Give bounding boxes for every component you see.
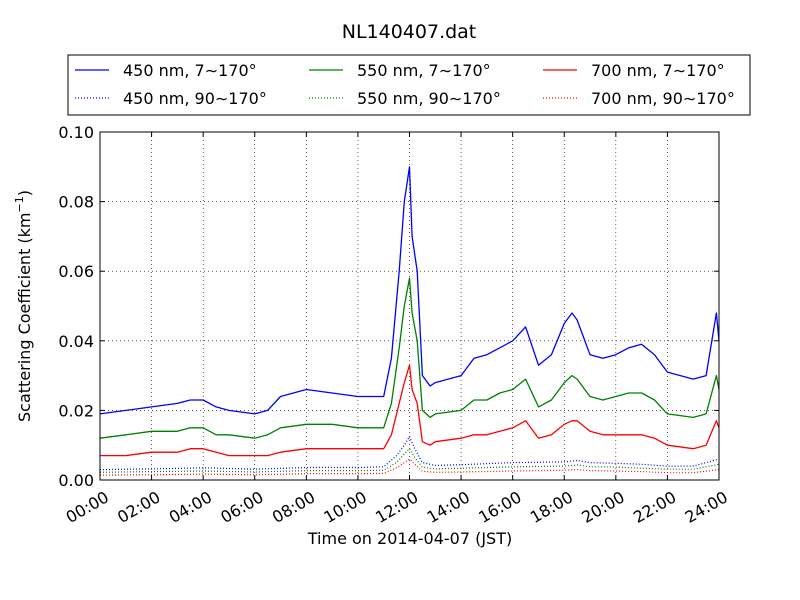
y-axis-label-exponent: −1 [13, 196, 26, 212]
plot-area [99, 131, 720, 481]
y-tick-label: 0.08 [58, 193, 94, 212]
series-lines [99, 166, 720, 476]
legend-box [67, 54, 751, 116]
y-tick-label: 0.02 [58, 401, 94, 420]
y-axis-label-close: ) [15, 190, 34, 196]
legend-label: 550 nm, 90∼170° [357, 89, 501, 108]
legend-label: 700 nm, 90∼170° [591, 89, 735, 108]
chart-title: NL140407.dat [342, 21, 477, 43]
axis-ticks [99, 131, 720, 481]
series-line-5 [99, 458, 720, 476]
series-line-3 [99, 435, 720, 471]
series-line-0 [99, 166, 720, 415]
series-line-4 [99, 448, 720, 473]
legend-label: 550 nm, 7∼170° [357, 61, 491, 80]
y-tick-label: 0.00 [58, 471, 94, 490]
series-line-1 [99, 277, 720, 439]
series-line-2 [100, 364, 720, 457]
legend: 450 nm, 7∼170° 550 nm, 7∼170° 700 nm, 7∼17… [67, 54, 751, 116]
y-axis-label: Scattering Coefficient (km−1) [13, 190, 34, 422]
legend-label: 700 nm, 7∼170° [591, 61, 725, 80]
legend-label: 450 nm, 90∼170° [123, 89, 267, 108]
y-tick-label: 0.06 [58, 262, 94, 281]
y-tick-label: 0.10 [58, 123, 94, 142]
y-axis-label-text: Scattering Coefficient (km [15, 212, 34, 422]
y-tick-label: 0.04 [58, 332, 94, 351]
legend-label: 450 nm, 7∼170° [123, 61, 257, 80]
y-tick-labels: 0.00 0.02 0.04 0.06 0.08 0.10 [58, 123, 94, 490]
x-axis-label: Time on 2014-04-07 (JST) [307, 529, 512, 548]
